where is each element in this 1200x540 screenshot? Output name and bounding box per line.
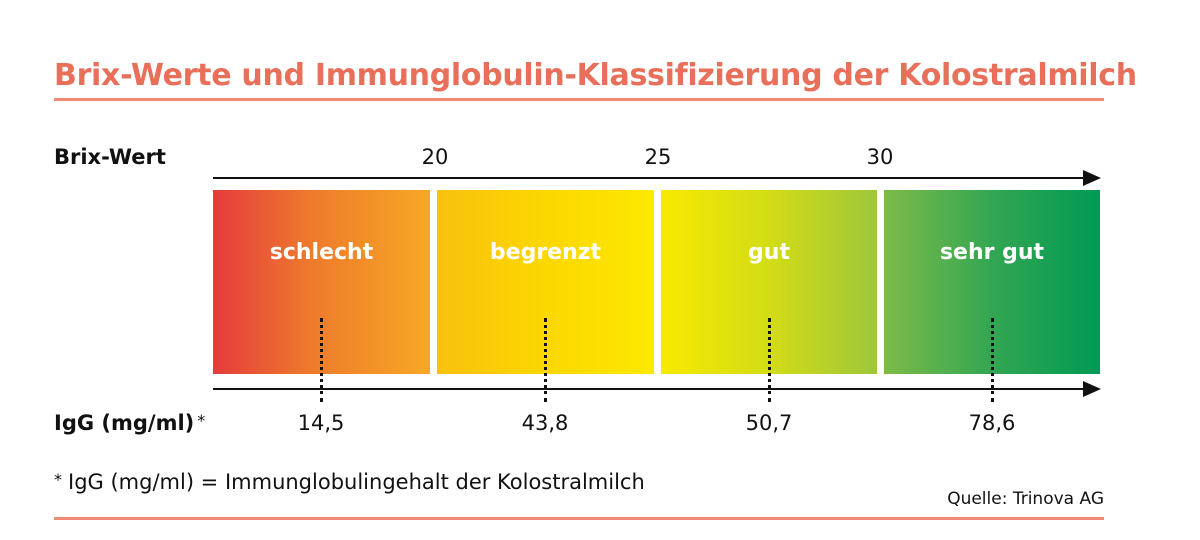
- footnote-text: IgG (mg/ml) = Immunglobulingehalt der Ko…: [68, 470, 645, 494]
- dotted-marker-begrenzt: [544, 318, 547, 402]
- igg-label-marker: *: [197, 411, 206, 430]
- title-divider: [54, 98, 1104, 101]
- segment-label-begrenzt: begrenzt: [489, 240, 602, 265]
- brix-axis-arrow: [213, 170, 1101, 186]
- brix-row-label: Brix-Wert: [54, 145, 166, 169]
- segment-label-schlecht: schlecht: [269, 240, 374, 265]
- igg-value-gut: 50,7: [745, 411, 793, 435]
- dotted-marker-schlecht: [320, 318, 323, 402]
- igg-value-schlecht: 14,5: [297, 411, 345, 435]
- diagram-title: Brix-Werte und Immunglobulin-Klassifizie…: [54, 58, 1137, 93]
- dotted-marker-sehr-gut: [991, 318, 994, 402]
- brix-tick-30: 30: [866, 145, 894, 169]
- source-credit: Quelle: Trinova AG: [947, 489, 1104, 509]
- footnote: * IgG (mg/ml) = Immunglobulingehalt der K…: [54, 470, 645, 494]
- igg-value-begrenzt: 43,8: [521, 411, 569, 435]
- igg-row-label: IgG (mg/ml) *: [54, 411, 205, 435]
- segment-label-gut: gut: [748, 240, 790, 265]
- igg-label-text: IgG (mg/ml): [54, 411, 195, 435]
- dotted-marker-gut: [768, 318, 771, 402]
- brix-tick-20: 20: [421, 145, 449, 169]
- footnote-marker: *: [54, 470, 62, 489]
- igg-axis-arrow: [213, 381, 1101, 397]
- segment-label-sehr-gut: sehr gut: [939, 240, 1045, 265]
- brix-tick-25: 25: [644, 145, 672, 169]
- bottom-divider: [54, 517, 1104, 520]
- igg-value-sehr-gut: 78,6: [968, 411, 1016, 435]
